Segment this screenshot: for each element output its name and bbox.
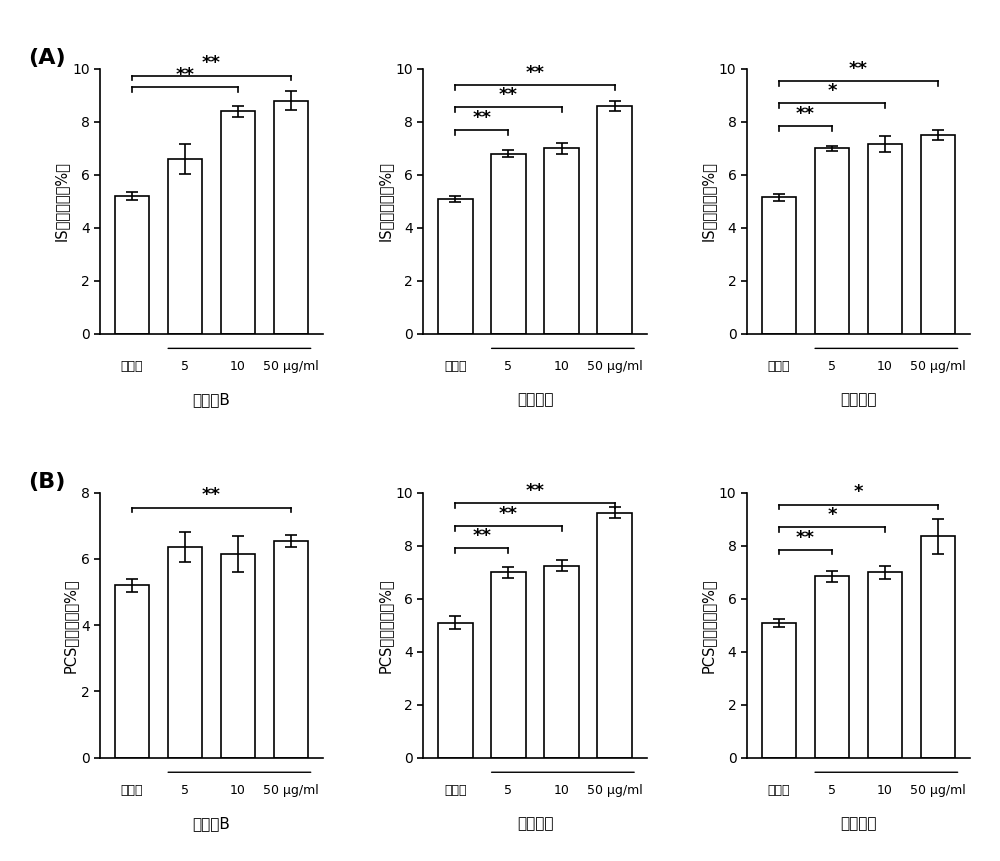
Text: 10: 10	[230, 784, 246, 797]
Bar	[168, 548, 202, 758]
Bar	[491, 573, 526, 758]
Text: 原儿茶醆: 原儿茶醆	[517, 392, 553, 407]
Text: **: **	[202, 486, 221, 505]
Text: *: *	[827, 82, 837, 100]
Bar	[274, 541, 308, 758]
Text: **: **	[472, 527, 491, 545]
Text: **: **	[499, 505, 518, 523]
Text: 50 μg/ml: 50 μg/ml	[587, 360, 643, 374]
Text: **: **	[849, 59, 868, 77]
Text: 空白组: 空白组	[121, 784, 143, 797]
Bar	[762, 197, 796, 334]
Text: 50 μg/ml: 50 μg/ml	[910, 360, 966, 374]
Text: 50 μg/ml: 50 μg/ml	[263, 360, 319, 374]
Bar	[762, 623, 796, 758]
Text: 空白组: 空白组	[121, 360, 143, 374]
Y-axis label: PCS透析效率（%）: PCS透析效率（%）	[378, 578, 393, 672]
Text: 原儿茶醆: 原儿茶醆	[517, 816, 553, 831]
Text: 迷迭香酸: 迷迭香酸	[840, 816, 877, 831]
Text: 空白组: 空白组	[444, 360, 467, 374]
Text: 10: 10	[877, 784, 893, 797]
Bar	[597, 512, 632, 758]
Text: **: **	[202, 54, 221, 72]
Text: 10: 10	[230, 360, 246, 374]
Text: 5: 5	[504, 360, 512, 374]
Text: 5: 5	[828, 360, 836, 374]
Text: (B): (B)	[29, 472, 66, 492]
Text: 空白组: 空白组	[768, 784, 790, 797]
Text: 丹酚酸B: 丹酚酸B	[193, 392, 230, 407]
Bar	[221, 554, 255, 758]
Y-axis label: IS透析效率（%）: IS透析效率（%）	[701, 161, 716, 241]
Bar	[815, 148, 849, 334]
Bar	[438, 199, 473, 334]
Text: 50 μg/ml: 50 μg/ml	[587, 784, 643, 797]
Text: (A): (A)	[29, 47, 66, 68]
Text: **: **	[472, 108, 491, 127]
Y-axis label: PCS透析效率（%）: PCS透析效率（%）	[701, 578, 716, 672]
Bar	[491, 153, 526, 334]
Y-axis label: IS透析效率（%）: IS透析效率（%）	[54, 161, 69, 241]
Text: 空白组: 空白组	[444, 784, 467, 797]
Text: 5: 5	[504, 784, 512, 797]
Text: **: **	[526, 482, 544, 500]
Bar	[868, 573, 902, 758]
Bar	[544, 566, 579, 758]
Text: 5: 5	[828, 784, 836, 797]
Text: **: **	[499, 86, 518, 104]
Text: 迷迭香酸: 迷迭香酸	[840, 392, 877, 407]
Bar	[921, 536, 955, 758]
Text: *: *	[827, 506, 837, 524]
Text: 5: 5	[181, 360, 189, 374]
Text: 5: 5	[181, 784, 189, 797]
Bar	[115, 196, 149, 334]
Y-axis label: IS透析效率（%）: IS透析效率（%）	[378, 161, 393, 241]
Text: 50 μg/ml: 50 μg/ml	[263, 784, 319, 797]
Bar	[868, 145, 902, 334]
Bar	[115, 585, 149, 758]
Text: 丹酚酸B: 丹酚酸B	[193, 816, 230, 831]
Text: 空白组: 空白组	[768, 360, 790, 374]
Bar	[815, 576, 849, 758]
Text: **: **	[526, 64, 544, 82]
Text: **: **	[175, 66, 194, 84]
Bar	[544, 148, 579, 334]
Text: 10: 10	[554, 784, 569, 797]
Bar	[221, 111, 255, 334]
Y-axis label: PCS透析效率（%）: PCS透析效率（%）	[63, 578, 78, 672]
Bar	[438, 623, 473, 758]
Text: 50 μg/ml: 50 μg/ml	[910, 784, 966, 797]
Text: **: **	[796, 105, 815, 122]
Text: 10: 10	[554, 360, 569, 374]
Bar	[921, 135, 955, 334]
Bar	[597, 106, 632, 334]
Text: 10: 10	[877, 360, 893, 374]
Bar	[274, 101, 308, 334]
Text: *: *	[854, 484, 863, 501]
Text: **: **	[796, 529, 815, 547]
Bar	[168, 159, 202, 334]
